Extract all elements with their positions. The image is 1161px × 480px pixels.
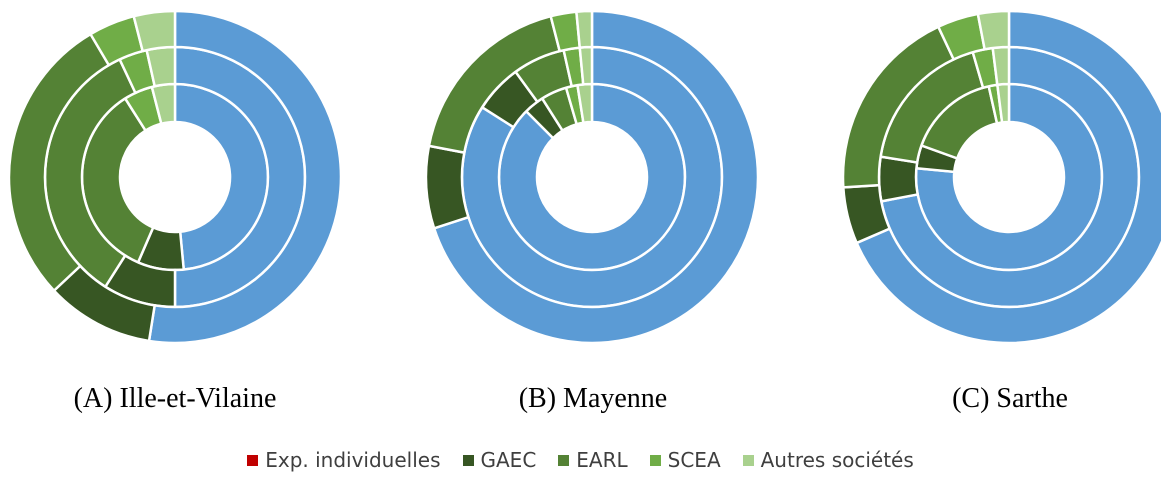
donut-chart-0 [7,9,343,345]
legend-label: GAEC [480,448,537,472]
slice-ring2-exp-individuelles [432,9,760,345]
legend-swatch [742,454,754,466]
slice-ring1-gaec [877,155,920,203]
legend-swatch [649,454,661,466]
slice-ring2-exp-individuelles [147,9,343,345]
legend-item-scea: SCEA [649,448,721,472]
chart-title-mayenne: (B) Mayenne [518,383,668,414]
slice-ring1-autres-soci-t-s [578,45,594,86]
slice-ring2-autres-soci-t-s [575,9,594,49]
legend-swatch [558,454,570,466]
legend-label: SCEA [667,448,721,472]
slice-ring2-autres-soci-t-s [976,9,1011,51]
slice-ring2-gaec [424,144,470,230]
slice-ring2-exp-individuelles [855,9,1161,345]
legend-item-gaec: GAEC [462,448,537,472]
chart-title-ille-et-vilaine: (A) Ille-et-Vilaine [73,383,277,414]
chart-title-sarthe: (C) Sarthe [952,383,1068,414]
slice-ring2-autres-soci-t-s [132,9,177,53]
legend: Exp. individuelles GAEC EARL SCEA Autres… [0,448,1161,472]
legend-item-exp-individuelles: Exp. individuelles [247,448,441,472]
donut-chart-1 [424,9,760,345]
donut-charts [7,9,1161,345]
legend-label: EARL [576,448,628,472]
legend-label: Exp. individuelles [265,448,441,472]
legend-item-earl: EARL [558,448,628,472]
legend-swatch [462,454,474,466]
legend-swatch [247,454,259,466]
legend-item-autres-societes: Autres sociétés [742,448,914,472]
legend-label: Autres sociétés [760,448,914,472]
donut-chart-2 [841,9,1161,345]
